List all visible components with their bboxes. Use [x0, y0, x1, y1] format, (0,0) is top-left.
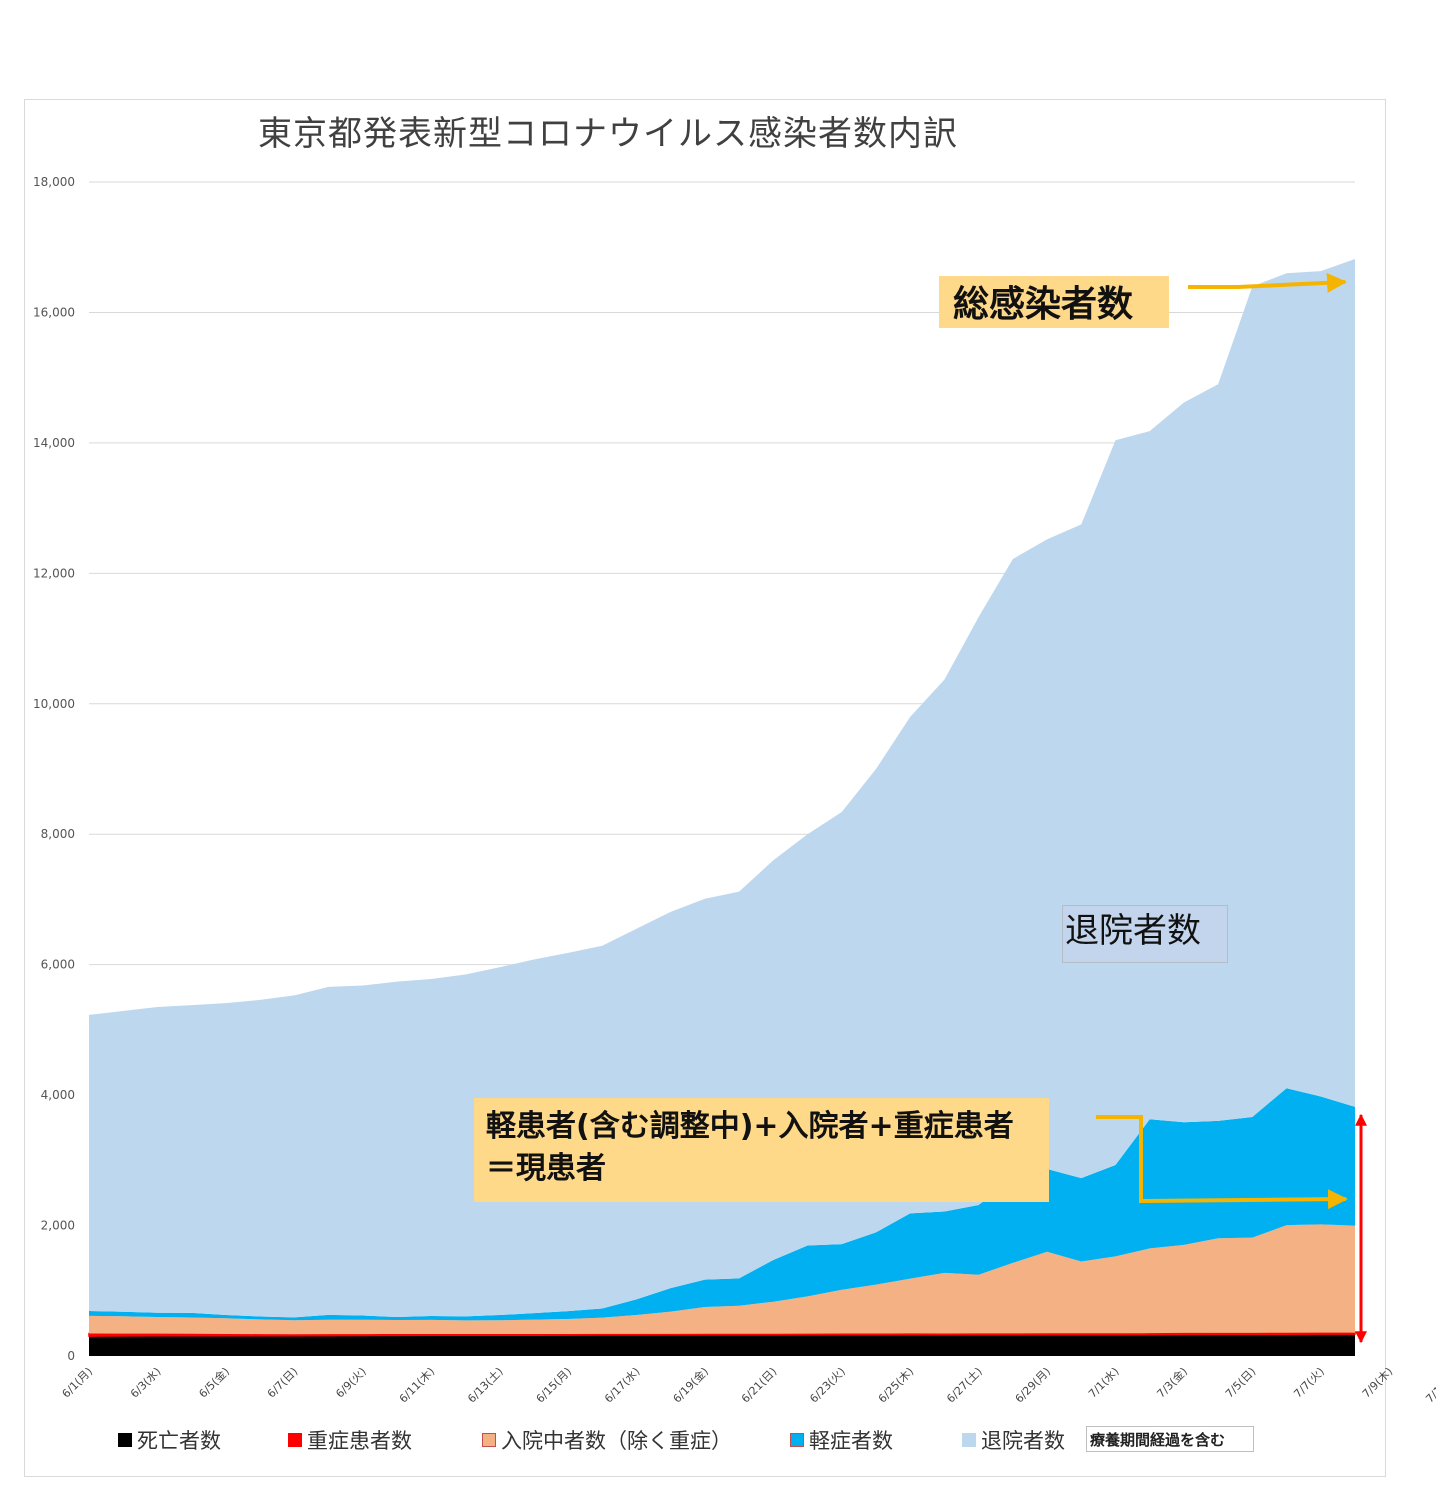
legend-item-discharged: 退院者数: [962, 1425, 1065, 1455]
x-tick-label: 6/1(月): [60, 1365, 96, 1401]
y-tick-label: 12,000: [33, 566, 75, 580]
annotation-current-line1: 軽患者(含む調整中)+入院者+重症患者: [486, 1109, 1014, 1144]
y-tick-label: 4,000: [41, 1088, 75, 1102]
x-tick-label: 6/9(火): [333, 1365, 369, 1401]
annotation-discharged: 退院者数: [1062, 905, 1228, 963]
x-tick-label: 6/13(土): [465, 1365, 506, 1406]
y-tick-label: 8,000: [41, 827, 75, 841]
legend-swatch-discharged: [962, 1433, 976, 1447]
x-tick-label: 6/11(木): [397, 1365, 438, 1406]
x-tick-label: 7/9(木): [1360, 1365, 1396, 1401]
area-series-deaths: [89, 1334, 1355, 1356]
legend-label-severe: 重症患者数: [307, 1429, 412, 1453]
area-series-mild: [89, 1088, 1355, 1321]
legend-label-mild: 軽症者数: [809, 1429, 893, 1453]
area-series-discharged: [89, 258, 1355, 1318]
x-tick-label: 7/3(金): [1154, 1364, 1190, 1400]
total-arrow: [1188, 272, 1347, 293]
annotation-total-infected: 総感染者数: [939, 276, 1169, 328]
x-tick-label: 6/3(水): [128, 1365, 164, 1401]
legend-note: 療養期間経過を含む: [1086, 1426, 1254, 1452]
y-tick-label: 14,000: [33, 436, 75, 450]
y-tick-label: 16,000: [33, 305, 75, 319]
legend-swatch-mild: [790, 1433, 804, 1447]
annotation-current-line2: ＝現患者: [486, 1151, 606, 1186]
y-tick-label: 2,000: [41, 1219, 75, 1233]
annotation-current-patients: 軽患者(含む調整中)+入院者+重症患者 ＝現患者: [474, 1098, 1049, 1202]
y-tick-label: 18,000: [33, 175, 75, 189]
legend-item-hospitalized: 入院中者数（除く重症）: [482, 1425, 732, 1455]
legend-swatch-deaths: [118, 1433, 132, 1447]
chart-frame: [24, 99, 1386, 1477]
y-tick-label: 6,000: [41, 958, 75, 972]
legend-label-hospitalized: 入院中者数（除く重症）: [501, 1429, 732, 1453]
legend-item-severe: 重症患者数: [288, 1425, 412, 1455]
x-tick-label: 6/5(金): [196, 1364, 232, 1400]
x-tick-label: 6/19(金): [670, 1364, 711, 1405]
legend-swatch-hospitalized: [482, 1433, 496, 1447]
y-tick-label: 10,000: [33, 697, 75, 711]
legend-item-deaths: 死亡者数: [118, 1425, 221, 1455]
x-tick-label: 6/29(月): [1013, 1365, 1054, 1406]
x-tick-label: 6/17(水): [602, 1365, 643, 1406]
chart-title: 東京都発表新型コロナウイルス感染者数内訳: [258, 114, 958, 154]
legend-label-deaths: 死亡者数: [137, 1429, 221, 1453]
y-tick-label: 0: [67, 1349, 75, 1363]
x-tick-label: 6/21(日): [739, 1365, 780, 1406]
x-tick-label: 7/7(火): [1291, 1365, 1327, 1401]
x-tick-label: 7/11(土): [1423, 1365, 1436, 1406]
x-tick-label: 6/23(火): [807, 1365, 848, 1406]
current-patients-arrow: [1096, 1115, 1348, 1210]
x-tick-label: 6/7(日): [265, 1365, 301, 1401]
x-tick-label: 6/25(木): [876, 1365, 917, 1406]
area-series-hospitalized: [89, 1224, 1355, 1335]
x-tick-label: 7/1(水): [1086, 1365, 1122, 1401]
x-tick-label: 6/27(土): [944, 1365, 985, 1406]
x-tick-label: 7/5(日): [1223, 1365, 1259, 1401]
legend-swatch-severe: [288, 1433, 302, 1447]
legend-item-mild: 軽症者数: [790, 1425, 893, 1455]
x-tick-label: 6/15(月): [534, 1365, 575, 1406]
legend-label-discharged: 退院者数: [981, 1429, 1065, 1453]
